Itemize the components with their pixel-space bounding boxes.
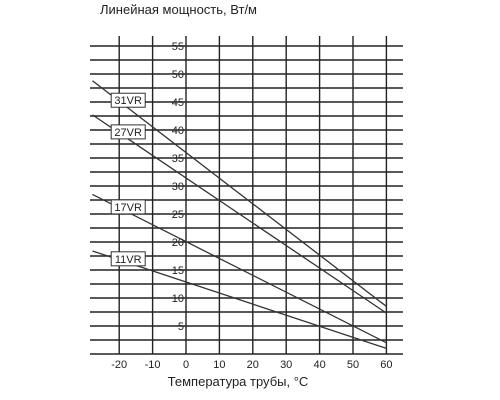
y-tick-label: 35: [172, 153, 184, 165]
grid: [90, 36, 403, 355]
series-labels: 31VR 27VR 17VR 11VR: [110, 92, 146, 267]
series-label-11vr: 11VR: [115, 254, 142, 266]
y-tick-label: 20: [172, 237, 184, 249]
series-label-box: [110, 124, 146, 140]
y-tick-label: 5: [178, 321, 184, 333]
y-tick-label: 30: [172, 181, 184, 193]
series-label-box: [110, 251, 146, 267]
x-tick-label: 10: [213, 359, 225, 371]
series-line-31vr: [92, 80, 387, 307]
y-tick-label: 10: [172, 293, 184, 305]
series-line-17vr: [92, 193, 387, 344]
y-tick-label: 55: [172, 41, 184, 53]
x-tick-label: 0: [183, 359, 189, 371]
series-lines: [92, 80, 387, 350]
series-label-31vr: 31VR: [114, 95, 142, 107]
y-tick-label: 40: [172, 125, 184, 137]
y-tick-label: 50: [172, 69, 184, 81]
x-axis-title: Температура трубы, °C: [168, 374, 309, 389]
series-line-11vr: [92, 250, 387, 350]
x-tick-label: 40: [313, 359, 325, 371]
series-label-box: [110, 199, 146, 215]
x-tick-label: 50: [347, 359, 359, 371]
series-label-box: [110, 92, 146, 108]
series-label-27vr: 27VR: [114, 127, 142, 139]
x-tick-label: -20: [111, 359, 127, 371]
x-tick-label: 30: [280, 359, 292, 371]
x-tick-label: -10: [145, 359, 161, 371]
y-tick-label: 45: [172, 97, 184, 109]
y-tick-labels: 5 10 15 20 25 30 35 40 45 50 55: [172, 41, 184, 333]
series-line-27vr: [92, 114, 387, 314]
x-tick-label: 20: [247, 359, 259, 371]
series-label-17vr: 17VR: [114, 202, 142, 214]
y-tick-label: 15: [172, 265, 184, 277]
x-tick-labels: -20 -10 0 10 20 30 40 50 60: [111, 359, 392, 371]
y-tick-label: 25: [172, 209, 184, 221]
y-axis-title: Линейная мощность, Вт/м: [100, 2, 257, 17]
x-tick-label: 60: [380, 359, 392, 371]
